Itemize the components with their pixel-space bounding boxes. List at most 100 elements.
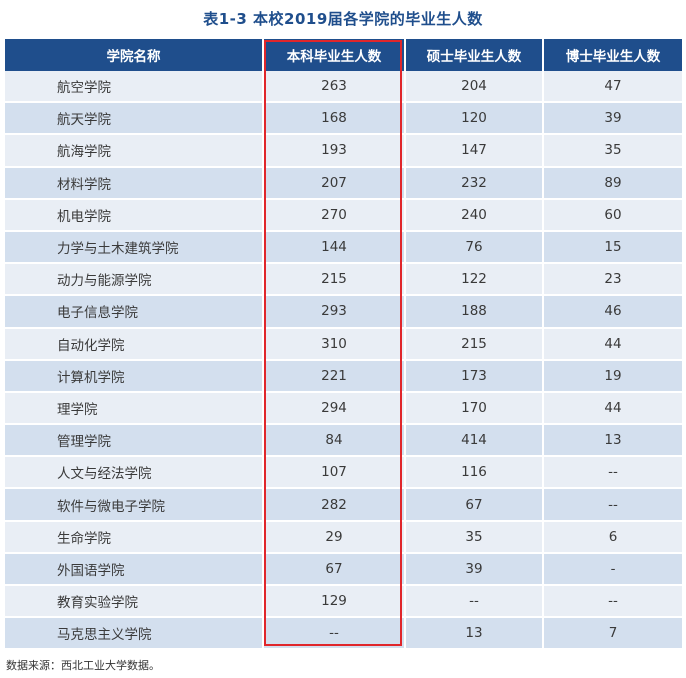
table-header-row: 学院名称 本科毕业生人数 硕士毕业生人数 博士毕业生人数 — [5, 39, 682, 71]
master-count-cell: 173 — [405, 359, 544, 393]
table-row: 人文与经法学院 107 116 -- — [5, 456, 682, 490]
college-name-cell: 自动化学院 — [5, 327, 264, 361]
table-row: 自动化学院 310 215 44 — [5, 327, 682, 361]
bachelor-count-cell: 129 — [263, 585, 406, 619]
graduates-table-container: 学院名称 本科毕业生人数 硕士毕业生人数 博士毕业生人数 航空学院 263 204 4… — [5, 39, 682, 651]
header-master-count: 硕士毕业生人数 — [405, 39, 544, 71]
table-row: 外国语学院 67 39- — [5, 552, 682, 587]
bachelor-count-cell: 84 — [263, 424, 406, 458]
table-row: 软件与微电子学院 282 67 -- — [5, 488, 682, 522]
master-count-cell: 147 — [405, 134, 544, 168]
bachelor-count-cell: 107 — [263, 456, 406, 490]
doctor-count-cell: -- — [543, 456, 682, 490]
bachelor-count-cell: 144 — [263, 230, 406, 265]
bachelor-count-cell: 29 — [263, 520, 406, 554]
master-count-cell: 170 — [405, 391, 544, 426]
bachelor-count-cell: 270 — [263, 198, 406, 232]
college-name-cell: 力学与土木建筑学院 — [5, 230, 264, 265]
bachelor-count-cell: 293 — [263, 295, 406, 329]
college-name-cell: 机电学院 — [5, 198, 264, 232]
college-name-cell: 航海学院 — [5, 134, 264, 168]
table-row: 航天学院 168 120 39 — [5, 102, 682, 136]
college-name-cell: 航空学院 — [5, 71, 264, 104]
master-count-cell: 116 — [405, 456, 544, 490]
doctor-count-cell: 19 — [543, 359, 682, 393]
graduates-table: 学院名称 本科毕业生人数 硕士毕业生人数 博士毕业生人数 航空学院 263 204 4… — [5, 39, 682, 651]
college-name-cell: 马克思主义学院 — [5, 617, 264, 651]
college-name-cell: 管理学院 — [5, 424, 264, 458]
master-count-cell: -- — [405, 585, 544, 619]
bachelor-count-cell: 310 — [263, 327, 406, 361]
table-row: 航空学院 263 204 47 — [5, 71, 682, 104]
doctor-count-cell: 89 — [543, 166, 682, 200]
doctor-count-cell: -- — [543, 488, 682, 522]
master-count-cell: 35 — [405, 520, 544, 554]
bachelor-count-cell: 294 — [263, 391, 406, 426]
college-name-cell: 教育实验学院 — [5, 585, 264, 619]
master-count-cell: 240 — [405, 198, 544, 232]
bachelor-count-cell: 215 — [263, 263, 406, 297]
bachelor-count-cell: 207 — [263, 166, 406, 200]
college-name-cell: 外国语学院 — [5, 552, 264, 587]
table-body: 航空学院 263 204 47 航天学院 168 120 39 航海学院 193 147 35 材料学院… — [5, 71, 682, 651]
master-count-cell: 39 — [405, 552, 544, 587]
header-doctor-count: 博士毕业生人数 — [543, 39, 682, 71]
doctor-count-cell: 6 — [543, 520, 682, 554]
college-name-cell: 动力与能源学院 — [5, 263, 264, 297]
doctor-count-cell: 23 — [543, 263, 682, 297]
doctor-count-cell: - — [543, 552, 682, 587]
doctor-count-cell: 44 — [543, 327, 682, 361]
doctor-count-cell: 7 — [543, 617, 682, 651]
table-row: 管理学院 84 414 13 — [5, 424, 682, 458]
doctor-count-cell: 47 — [543, 71, 682, 104]
bachelor-count-cell: -- — [263, 617, 406, 651]
doctor-count-cell: 46 — [543, 295, 682, 329]
table-row: 马克思主义学院 -- 13 7 — [5, 617, 682, 651]
table-row: 机电学院 270 240 60 — [5, 198, 682, 232]
master-count-cell: 414 — [405, 424, 544, 458]
table-row: 理学院 294 170 44 — [5, 391, 682, 426]
doctor-count-cell: -- — [543, 585, 682, 619]
master-count-cell: 232 — [405, 166, 544, 200]
master-count-cell: 67 — [405, 488, 544, 522]
header-bachelor-count: 本科毕业生人数 — [263, 39, 406, 71]
master-count-cell: 122 — [405, 263, 544, 297]
table-row: 力学与土木建筑学院 144 76 15 — [5, 230, 682, 265]
table-row: 电子信息学院 293 188 46 — [5, 295, 682, 329]
master-count-cell: 13 — [405, 617, 544, 651]
doctor-count-cell: 39 — [543, 102, 682, 136]
bachelor-count-cell: 67 — [263, 552, 406, 587]
header-college-name: 学院名称 — [5, 39, 264, 71]
bachelor-count-cell: 263 — [263, 71, 406, 104]
data-source-note: 数据来源：西北工业大学数据。 — [6, 659, 160, 672]
college-name-cell: 理学院 — [5, 391, 264, 426]
bachelor-count-cell: 282 — [263, 488, 406, 522]
doctor-count-cell: 35 — [543, 134, 682, 168]
table-row: 动力与能源学院 215 122 23 — [5, 263, 682, 297]
table-title: 表1-3 本校2019届各学院的毕业生人数 — [203, 10, 483, 28]
bachelor-count-cell: 168 — [263, 102, 406, 136]
master-count-cell: 215 — [405, 327, 544, 361]
bachelor-count-cell: 221 — [263, 359, 406, 393]
table-row: 计算机学院 221 173 19 — [5, 359, 682, 393]
doctor-count-cell: 60 — [543, 198, 682, 232]
table-row: 生命学院 29 35 6 — [5, 520, 682, 554]
table-row: 材料学院 207 232 89 — [5, 166, 682, 200]
master-count-cell: 204 — [405, 71, 544, 104]
college-name-cell: 软件与微电子学院 — [5, 488, 264, 522]
college-name-cell: 材料学院 — [5, 166, 264, 200]
college-name-cell: 人文与经法学院 — [5, 456, 264, 490]
master-count-cell: 76 — [405, 230, 544, 265]
doctor-count-cell: 44 — [543, 391, 682, 426]
doctor-count-cell: 13 — [543, 424, 682, 458]
doctor-count-cell: 15 — [543, 230, 682, 265]
master-count-cell: 120 — [405, 102, 544, 136]
college-name-cell: 生命学院 — [5, 520, 264, 554]
bachelor-count-cell: 193 — [263, 134, 406, 168]
table-row: 教育实验学院 129 -- -- — [5, 585, 682, 619]
college-name-cell: 航天学院 — [5, 102, 264, 136]
table-row: 航海学院 193 147 35 — [5, 134, 682, 168]
college-name-cell: 电子信息学院 — [5, 295, 264, 329]
college-name-cell: 计算机学院 — [5, 359, 264, 393]
master-count-cell: 188 — [405, 295, 544, 329]
